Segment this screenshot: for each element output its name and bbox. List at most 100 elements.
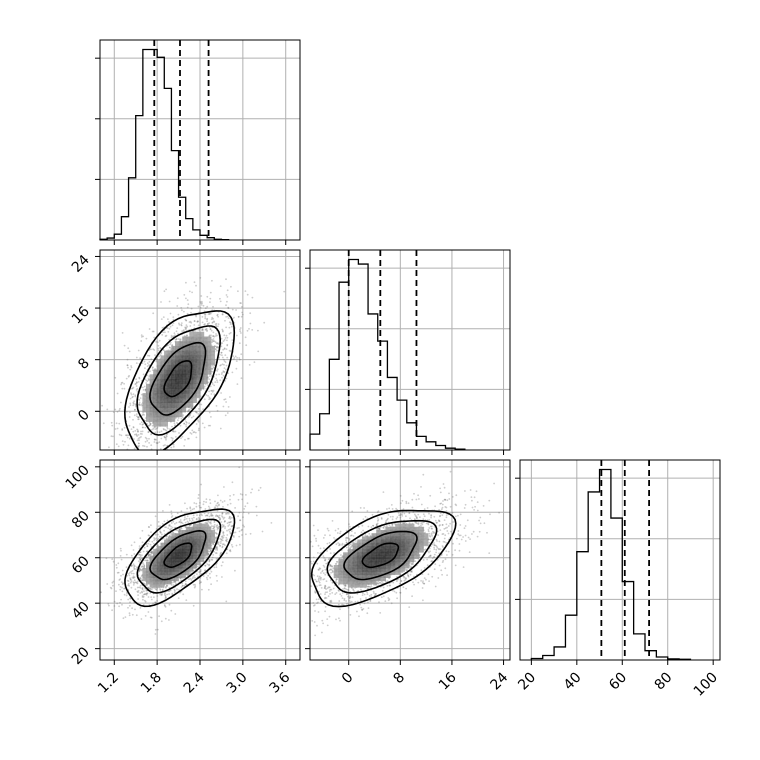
scatter-point: [138, 545, 141, 547]
scatter-point: [128, 424, 131, 427]
scatter-point: [144, 367, 146, 370]
scatter-point: [138, 439, 141, 442]
density-cell: [211, 355, 215, 361]
scatter-point: [149, 553, 152, 556]
density-cell: [185, 568, 190, 572]
scatter-point: [191, 429, 194, 432]
scatter-point: [155, 455, 157, 457]
x-tick-label: 80: [652, 670, 676, 694]
scatter-point: [129, 402, 132, 405]
scatter-point: [129, 404, 132, 407]
scatter-point: [137, 416, 140, 418]
scatter-point: [114, 428, 117, 430]
scatter-point: [239, 358, 241, 361]
scatter-point: [229, 516, 231, 519]
scatter-point: [157, 521, 160, 523]
density-cell: [153, 412, 158, 418]
scatter-point: [229, 502, 232, 505]
scatter-point: [209, 424, 212, 427]
density-cell: [160, 407, 165, 413]
scatter-point: [217, 325, 219, 328]
scatter-point: [140, 575, 143, 578]
density-cell: [185, 383, 190, 389]
scatter-point: [149, 424, 152, 427]
scatter-point: [148, 455, 150, 457]
scatter-point: [250, 491, 252, 494]
density-cell: [160, 549, 165, 553]
scatter-point: [142, 563, 145, 565]
scatter-point: [231, 525, 234, 528]
scatter-point: [140, 579, 143, 582]
scatter-point: [193, 320, 196, 322]
density-cell: [160, 574, 165, 578]
scatter-point: [150, 524, 152, 527]
scatter-point: [141, 565, 144, 567]
scatter-point: [192, 604, 195, 607]
scatter-point: [221, 328, 224, 331]
scatter-point: [215, 342, 218, 345]
scatter-point: [126, 364, 129, 367]
scatter-point: [236, 357, 239, 359]
density-cell: [196, 393, 201, 399]
scatter-point: [114, 408, 117, 411]
scatter-point: [162, 331, 165, 334]
scatter-point: [215, 574, 218, 577]
scatter-point: [236, 383, 239, 385]
density-cell: [167, 364, 172, 370]
scatter-point: [117, 571, 120, 574]
scatter-point: [161, 326, 164, 329]
scatter-point: [121, 332, 124, 334]
scatter-point: [224, 544, 226, 547]
density-cell: [196, 533, 201, 537]
scatter-point: [244, 505, 247, 508]
scatter-point: [185, 327, 188, 330]
scatter-point: [157, 347, 160, 350]
density-cell: [200, 336, 205, 342]
density-cell: [200, 360, 205, 366]
density-cell: [178, 552, 183, 556]
scatter-point: [225, 401, 228, 403]
scatter-point: [156, 431, 159, 433]
density-cell: [203, 545, 208, 550]
scatter-point: [159, 531, 162, 533]
scatter-point: [121, 603, 123, 606]
scatter-point: [128, 612, 131, 615]
density-cell: [211, 360, 215, 366]
scatter-point: [165, 596, 167, 599]
scatter-point: [161, 588, 164, 591]
density-cell: [160, 379, 165, 384]
scatter-point: [161, 454, 163, 456]
scatter-point: [142, 444, 144, 447]
scatter-point: [208, 334, 211, 337]
scatter-point: [185, 319, 188, 322]
density-cell: [167, 545, 172, 550]
scatter-point: [183, 445, 186, 447]
scatter-point: [187, 410, 189, 413]
scatter-point: [200, 300, 203, 303]
scatter-point: [105, 557, 108, 560]
scatter-point: [136, 381, 138, 384]
scatter-point: [219, 364, 222, 367]
scatter-point: [142, 461, 144, 463]
scatter-point: [248, 328, 250, 330]
scatter-point: [188, 414, 191, 417]
scatter-point: [214, 348, 217, 351]
scatter-point: [162, 510, 164, 512]
density-cell: [171, 539, 176, 543]
density-cell: [171, 577, 176, 582]
scatter-point: [212, 317, 215, 320]
density-cell: [156, 558, 161, 563]
density-cell: [182, 369, 187, 375]
density-cell: [160, 552, 165, 556]
scatter-point: [134, 581, 137, 584]
density-cell: [175, 364, 179, 370]
scatter-point: [238, 357, 241, 359]
scatter-point: [128, 585, 131, 587]
scatter-point: [208, 521, 211, 524]
scatter-point: [147, 431, 150, 434]
density-cell: [156, 379, 161, 384]
scatter-point: [216, 526, 219, 529]
scatter-point: [191, 291, 194, 294]
scatter-point: [178, 322, 180, 325]
density-cell: [182, 388, 187, 394]
